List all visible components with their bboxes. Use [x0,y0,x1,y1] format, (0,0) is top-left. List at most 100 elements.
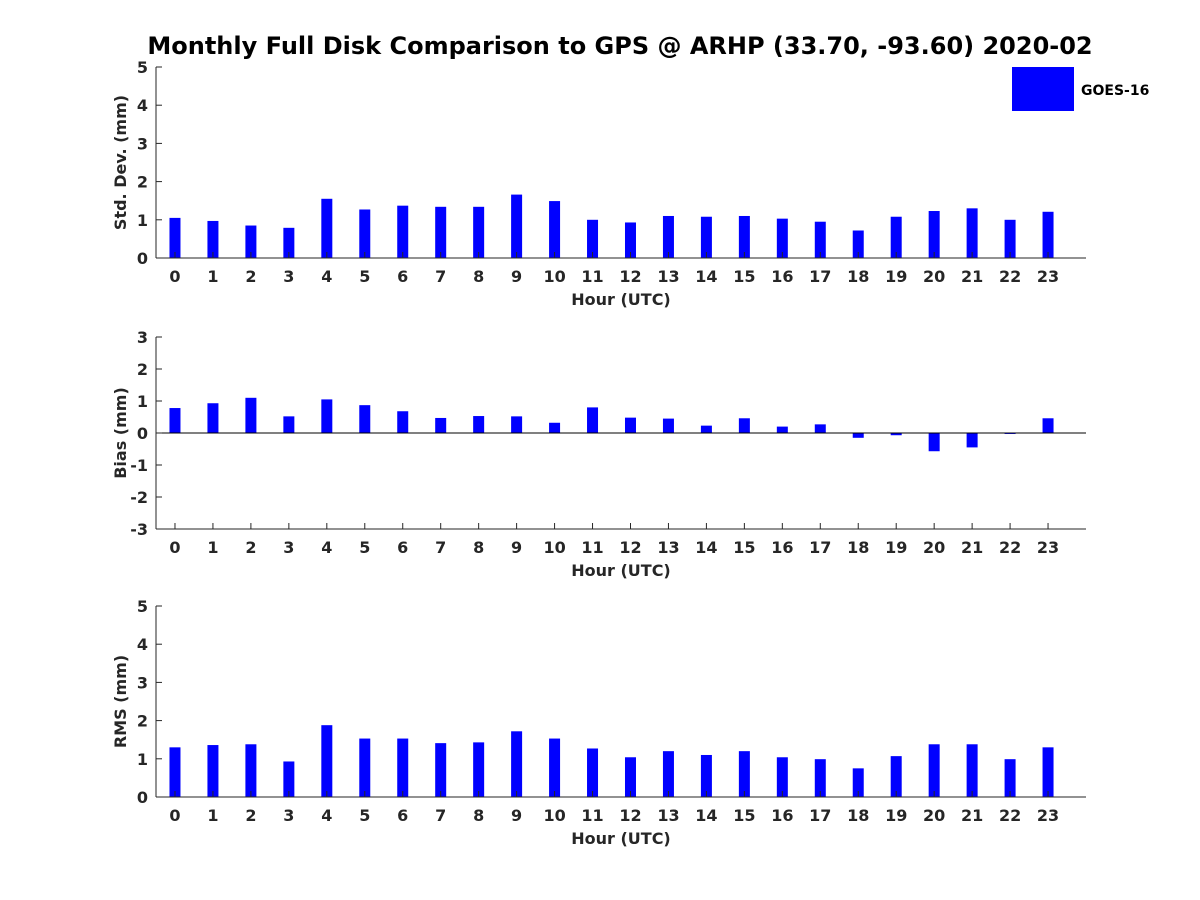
bar [738,418,750,433]
x-tick-label: 6 [397,267,408,286]
bar [776,757,788,797]
bar [283,227,295,258]
y-tick-label: -3 [130,520,148,539]
bar [662,215,674,258]
y-tick-label: 0 [137,424,148,443]
x-tick-label: 21 [961,538,983,557]
bar [966,433,978,448]
bar [1042,211,1054,258]
x-tick-label: 1 [207,538,218,557]
y-tick-label: 5 [137,597,148,616]
bar [928,211,940,258]
bar [662,418,674,433]
bar [435,743,447,797]
x-tick-label: 7 [435,267,446,286]
x-tick-label: 12 [619,267,641,286]
bar [435,417,447,433]
x-tick-label: 21 [961,806,983,825]
x-tick-label: 15 [733,267,755,286]
x-tick-label: 20 [923,267,945,286]
x-tick-label: 17 [809,538,831,557]
x-tick-label: 16 [771,267,793,286]
x-tick-label: 8 [473,267,484,286]
x-tick-label: 19 [885,806,907,825]
bar [321,399,333,433]
x-tick-label: 8 [473,806,484,825]
x-tick-label: 0 [169,267,180,286]
y-tick-label: 4 [137,635,148,654]
x-tick-label: 2 [245,538,256,557]
y-tick-label: 2 [137,173,148,192]
bar [549,201,561,258]
bar [549,422,561,433]
bar [890,433,902,436]
x-tick-label: 7 [435,538,446,557]
chart-title: Monthly Full Disk Comparison to GPS @ AR… [147,32,1092,60]
x-tick-label: 10 [543,267,565,286]
bar [473,416,485,433]
bar [245,744,257,797]
x-axis-label: Hour (UTC) [571,561,671,580]
x-tick-label: 17 [809,806,831,825]
bar [928,744,940,797]
bar [245,225,257,258]
bar [511,194,523,258]
bar [1042,747,1054,797]
bar [169,747,181,797]
x-tick-label: 11 [581,806,603,825]
bar [169,217,181,258]
x-tick-label: 20 [923,806,945,825]
y-tick-label: 3 [137,328,148,347]
bar [700,425,712,433]
bar [587,219,599,258]
x-tick-label: 8 [473,538,484,557]
bar [814,759,826,797]
x-tick-label: 21 [961,267,983,286]
legend-swatch [1012,67,1074,111]
x-tick-label: 10 [543,538,565,557]
y-tick-label: 0 [137,788,148,807]
bar [1042,418,1054,433]
bar [624,222,636,258]
bar [283,416,295,433]
y-axis-label: Std. Dev. (mm) [111,95,130,230]
bar [1004,759,1016,797]
x-tick-label: 19 [885,538,907,557]
x-tick-label: 17 [809,267,831,286]
bar [738,215,750,258]
legend-label: GOES-16 [1081,83,1149,99]
x-tick-label: 19 [885,267,907,286]
bar [207,745,219,797]
bar [283,761,295,797]
bar [852,768,864,797]
y-tick-label: 1 [137,750,148,769]
x-tick-label: 10 [543,806,565,825]
y-tick-label: 3 [137,673,148,692]
x-tick-label: 3 [283,806,294,825]
x-tick-label: 5 [359,806,370,825]
x-tick-label: 11 [581,267,603,286]
legend: GOES-16 [1012,67,1149,111]
bar [966,208,978,258]
bar [473,206,485,258]
bar [852,230,864,258]
bar [321,198,333,258]
x-tick-label: 5 [359,538,370,557]
x-tick-label: 12 [619,806,641,825]
x-tick-label: 4 [321,806,332,825]
y-tick-label: 4 [137,96,148,115]
x-axis-label: Hour (UTC) [571,829,671,848]
bar [624,757,636,797]
bar [397,411,409,433]
y-axis-label: RMS (mm) [111,655,130,748]
x-tick-label: 5 [359,267,370,286]
x-tick-label: 18 [847,806,869,825]
bar [587,748,599,797]
x-tick-label: 6 [397,538,408,557]
bar [700,754,712,797]
x-tick-label: 16 [771,538,793,557]
bar [814,424,826,433]
x-tick-label: 13 [657,806,679,825]
